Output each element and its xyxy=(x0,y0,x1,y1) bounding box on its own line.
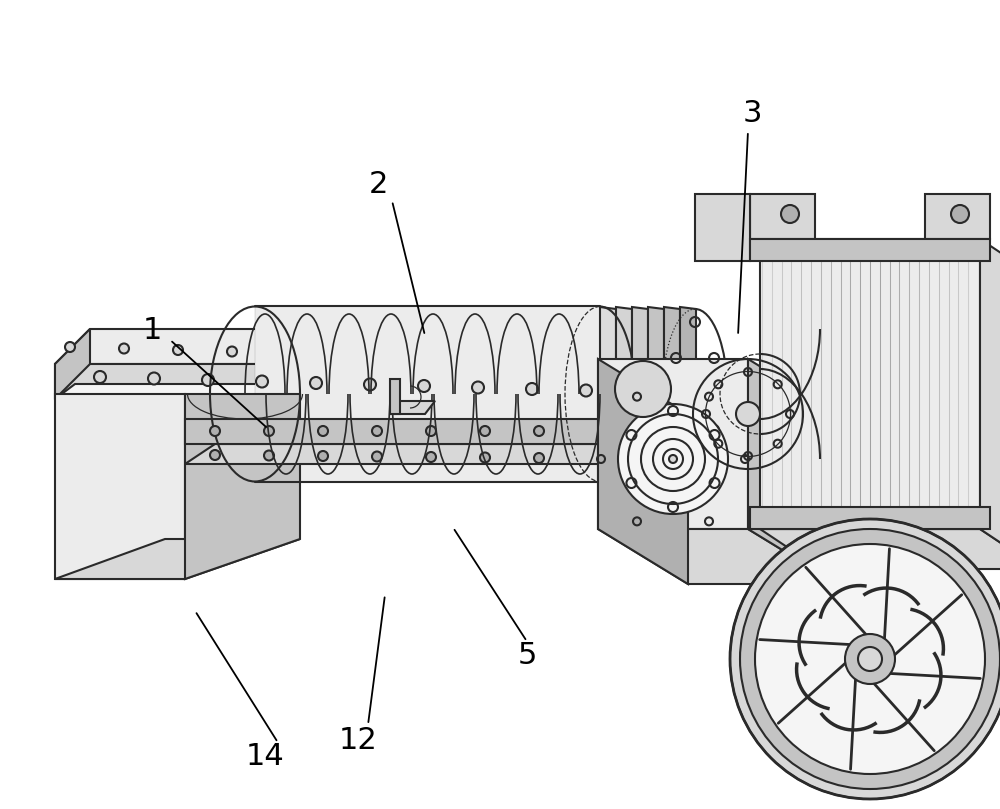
Polygon shape xyxy=(980,239,1000,569)
Polygon shape xyxy=(680,307,696,481)
Circle shape xyxy=(418,380,430,392)
Text: 14: 14 xyxy=(246,742,284,771)
Circle shape xyxy=(173,345,183,355)
Circle shape xyxy=(426,452,436,462)
Text: 1: 1 xyxy=(142,316,162,345)
Circle shape xyxy=(318,451,328,461)
Circle shape xyxy=(372,426,382,436)
Text: 5: 5 xyxy=(517,641,537,670)
Circle shape xyxy=(534,453,544,463)
Circle shape xyxy=(580,384,592,396)
Circle shape xyxy=(372,451,382,461)
Circle shape xyxy=(526,383,538,395)
Circle shape xyxy=(256,375,268,388)
Polygon shape xyxy=(616,307,632,481)
Circle shape xyxy=(951,205,969,223)
Polygon shape xyxy=(55,384,660,399)
Polygon shape xyxy=(748,359,838,584)
Circle shape xyxy=(858,647,882,671)
Circle shape xyxy=(669,455,677,463)
Circle shape xyxy=(264,451,274,460)
Polygon shape xyxy=(255,306,600,482)
Circle shape xyxy=(148,372,160,384)
Polygon shape xyxy=(55,364,640,399)
Polygon shape xyxy=(750,507,990,529)
Circle shape xyxy=(364,379,376,391)
Polygon shape xyxy=(598,359,748,529)
Circle shape xyxy=(65,342,75,352)
Circle shape xyxy=(310,377,322,389)
Circle shape xyxy=(119,344,129,354)
Polygon shape xyxy=(185,419,600,444)
Polygon shape xyxy=(55,394,185,579)
Circle shape xyxy=(94,371,106,383)
Circle shape xyxy=(318,426,328,436)
Circle shape xyxy=(480,426,490,436)
Polygon shape xyxy=(925,194,990,239)
Circle shape xyxy=(202,374,214,386)
Circle shape xyxy=(210,426,220,436)
Polygon shape xyxy=(750,194,815,239)
Polygon shape xyxy=(55,539,300,579)
Polygon shape xyxy=(760,239,980,529)
Circle shape xyxy=(480,452,490,463)
Polygon shape xyxy=(750,239,990,261)
Circle shape xyxy=(730,519,1000,799)
Circle shape xyxy=(740,529,1000,789)
Circle shape xyxy=(755,544,985,774)
Circle shape xyxy=(534,426,544,436)
Circle shape xyxy=(210,450,220,460)
Circle shape xyxy=(426,426,436,436)
Polygon shape xyxy=(648,307,664,481)
Polygon shape xyxy=(760,529,1000,569)
Polygon shape xyxy=(640,329,675,399)
Circle shape xyxy=(227,346,237,357)
Circle shape xyxy=(472,382,484,393)
Circle shape xyxy=(845,634,895,684)
Polygon shape xyxy=(632,307,648,481)
Polygon shape xyxy=(695,194,750,261)
Circle shape xyxy=(736,402,760,426)
Polygon shape xyxy=(185,444,630,464)
Circle shape xyxy=(781,205,799,223)
Polygon shape xyxy=(185,394,300,579)
Circle shape xyxy=(615,361,671,417)
Polygon shape xyxy=(390,401,435,414)
Text: 12: 12 xyxy=(339,726,377,755)
Polygon shape xyxy=(55,329,675,364)
Polygon shape xyxy=(390,379,400,414)
Text: 3: 3 xyxy=(742,99,762,128)
Polygon shape xyxy=(600,307,616,481)
Text: 2: 2 xyxy=(368,170,388,199)
Polygon shape xyxy=(55,329,90,399)
Polygon shape xyxy=(598,529,838,584)
Circle shape xyxy=(264,426,274,436)
Polygon shape xyxy=(598,359,688,584)
Circle shape xyxy=(618,404,728,514)
Polygon shape xyxy=(664,307,680,481)
